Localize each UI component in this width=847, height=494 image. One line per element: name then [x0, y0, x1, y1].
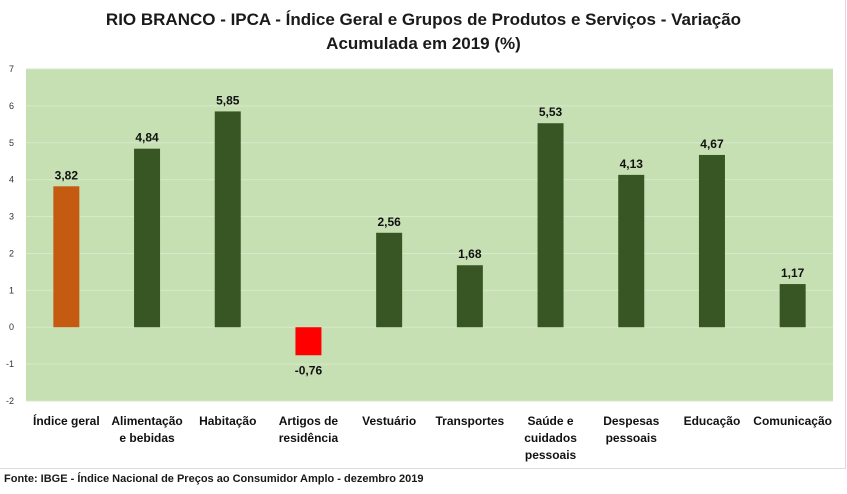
- data-label: 4,84: [135, 131, 159, 145]
- data-label: 3,82: [55, 168, 79, 182]
- y-tick-label: 7: [9, 64, 14, 74]
- x-tick-label: Vestuário: [362, 414, 416, 428]
- x-tick-label: Comunicação: [753, 414, 832, 428]
- bar: [53, 186, 80, 328]
- x-tick-label: pessoais: [525, 448, 577, 462]
- y-tick-label: -2: [6, 396, 14, 406]
- x-tick-label: Transportes: [435, 414, 504, 428]
- chart-frame: [0, 0, 846, 469]
- y-tick-label: 6: [9, 101, 14, 111]
- x-tick-label: residência: [279, 431, 339, 445]
- data-label: 2,56: [377, 215, 401, 229]
- chart-title: RIO BRANCO - IPCA - Índice Geral e Grupo…: [0, 8, 847, 56]
- data-label: 4,67: [700, 137, 724, 151]
- bar: [698, 154, 725, 328]
- source-note: Fonte: IBGE - Índice Nacional de Preços …: [4, 473, 424, 485]
- bar: [376, 232, 403, 328]
- x-tick-label: e bebidas: [119, 431, 175, 445]
- x-tick-label: Alimentação: [111, 414, 182, 428]
- bar: [618, 174, 645, 328]
- y-tick-label: 2: [9, 248, 14, 258]
- x-tick-label: Artigos de: [279, 414, 339, 428]
- plot-area: [26, 69, 833, 401]
- y-tick-label: 0: [9, 322, 14, 332]
- data-label: 1,68: [458, 247, 482, 261]
- bar: [214, 111, 241, 328]
- bar: [537, 123, 564, 328]
- y-tick-label: 5: [9, 138, 14, 148]
- x-tick-label: pessoais: [606, 431, 658, 445]
- x-tick-label: Despesas: [603, 414, 659, 428]
- chart-title-line-2: Acumulada em 2019 (%): [326, 34, 521, 53]
- bar: [134, 148, 161, 328]
- bar-chart: 7 6 5 4 3 2 1 0 -1 -2 3,82 Índice geral 4,84 Alimenta…: [6, 64, 833, 462]
- y-tick-label: -1: [6, 359, 14, 369]
- bar: [779, 284, 806, 328]
- chart-title-line-1: RIO BRANCO - IPCA - Índice Geral e Grupo…: [105, 10, 742, 29]
- bar: [456, 265, 483, 328]
- bar: [295, 327, 322, 356]
- x-tick-label: cuidados: [524, 431, 577, 445]
- data-label: 4,13: [620, 157, 644, 171]
- x-tick-label: Índice geral: [33, 413, 100, 428]
- y-tick-label: 1: [9, 285, 14, 295]
- y-tick-label: 3: [9, 212, 14, 222]
- x-tick-label: Saúde e: [528, 414, 574, 428]
- x-tick-label: Habitação: [199, 414, 256, 428]
- data-label: 5,85: [216, 93, 240, 107]
- data-label: -0,76: [295, 363, 323, 377]
- y-tick-label: 4: [9, 175, 14, 185]
- x-tick-label: Educação: [684, 414, 741, 428]
- data-label: 5,53: [539, 105, 563, 119]
- data-label: 1,17: [781, 266, 805, 280]
